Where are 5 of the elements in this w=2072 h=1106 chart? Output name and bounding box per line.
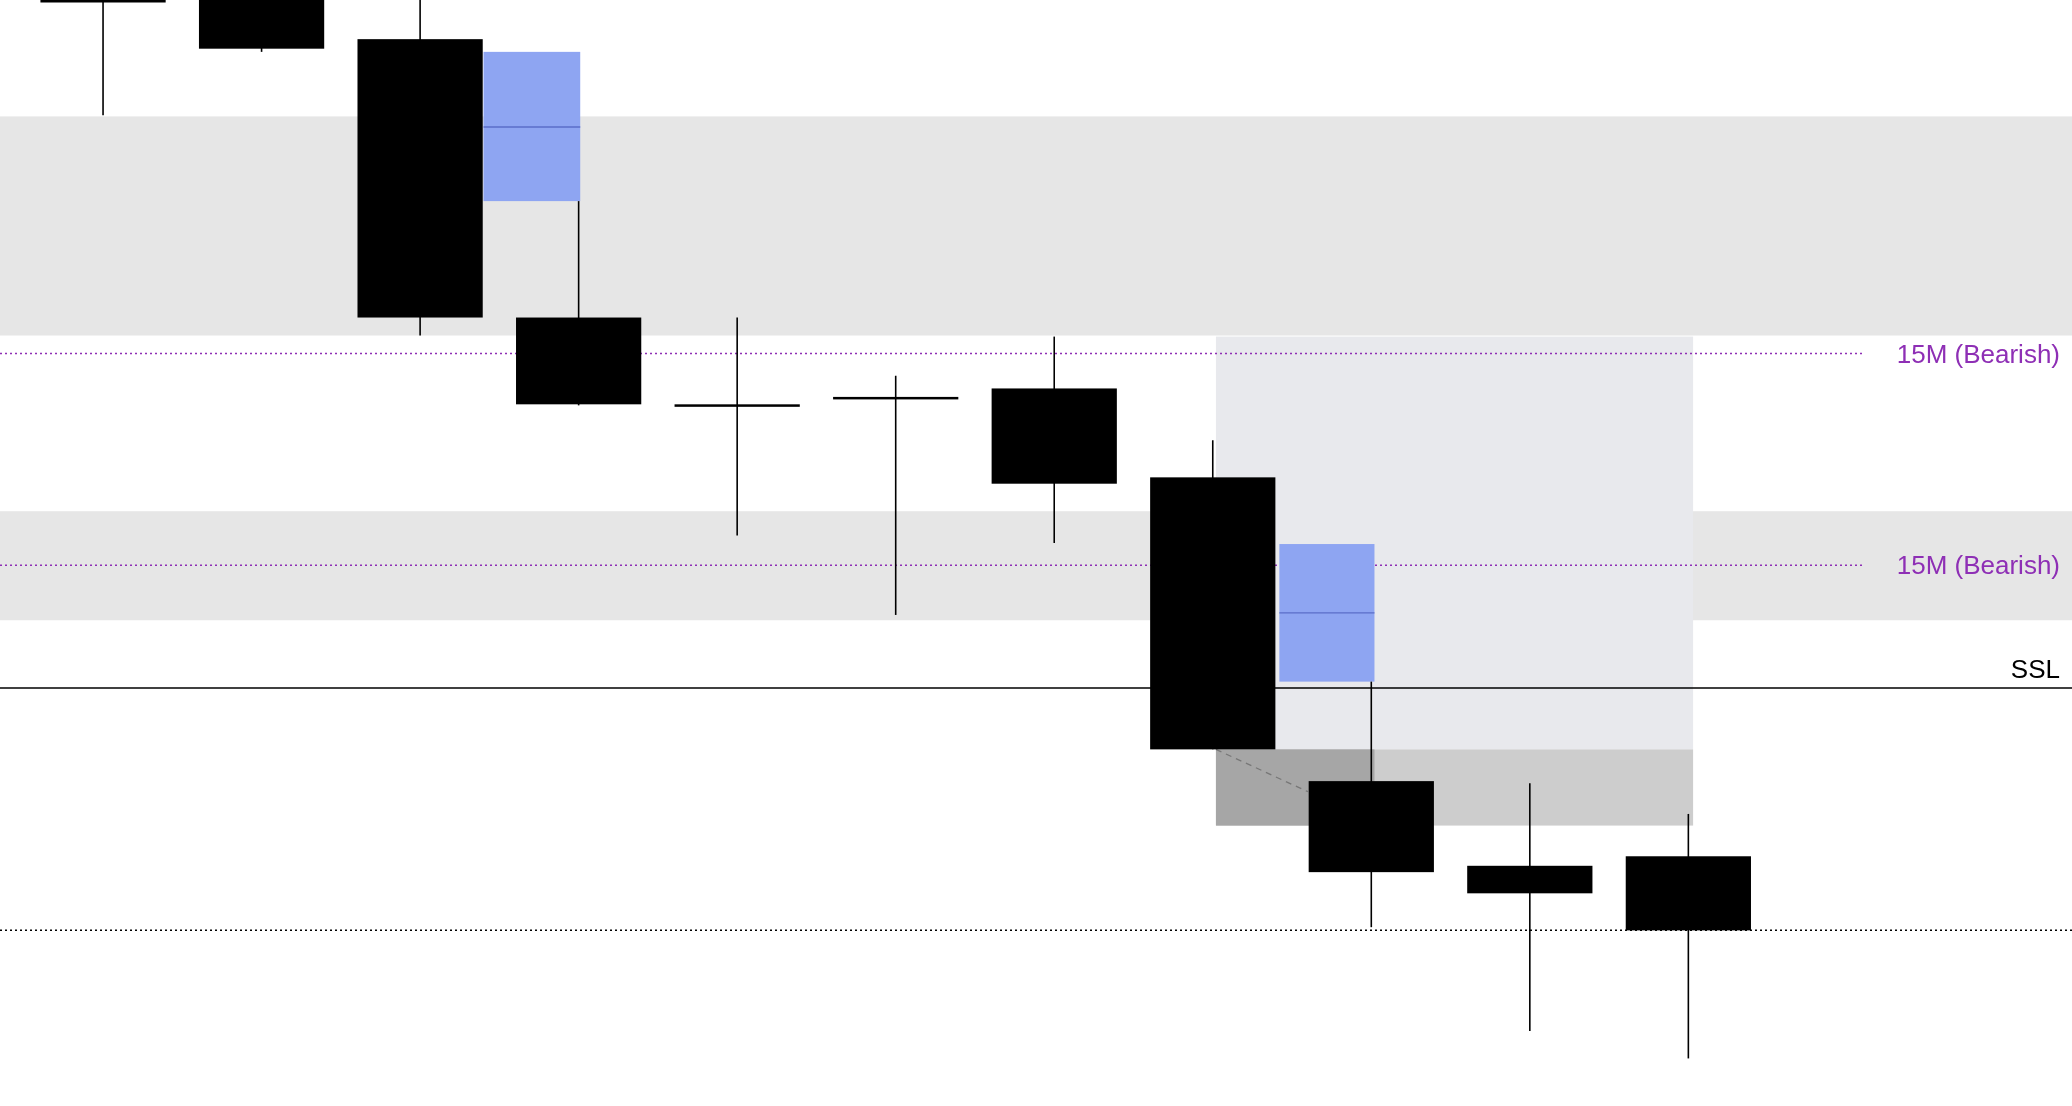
candlestick <box>40 0 166 117</box>
candlestick <box>674 316 800 537</box>
ref-line-label: SSL <box>2010 653 2060 684</box>
ref-line-label: 15M (Bearish) <box>1896 550 2060 581</box>
ref-line-label: 15M (Bearish) <box>1896 338 2060 369</box>
